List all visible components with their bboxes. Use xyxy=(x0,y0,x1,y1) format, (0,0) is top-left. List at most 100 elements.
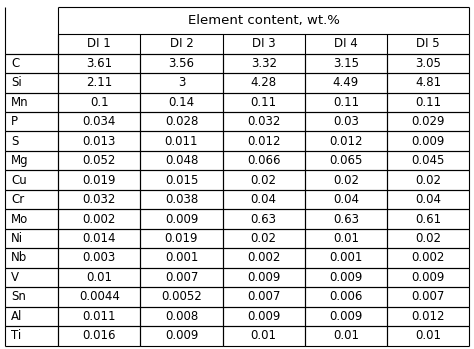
Bar xyxy=(5,7,58,54)
Text: P: P xyxy=(11,115,18,128)
Text: 0.032: 0.032 xyxy=(247,115,281,128)
Bar xyxy=(58,112,140,132)
Text: 0.02: 0.02 xyxy=(251,232,277,245)
Bar xyxy=(223,170,305,190)
Bar xyxy=(223,326,305,346)
Bar xyxy=(5,248,58,268)
Bar xyxy=(5,54,58,73)
Bar xyxy=(223,209,305,229)
Text: DI 3: DI 3 xyxy=(252,37,275,51)
Bar xyxy=(140,326,223,346)
Text: 0.015: 0.015 xyxy=(165,174,198,187)
Bar xyxy=(305,229,387,248)
Text: 0.007: 0.007 xyxy=(411,290,445,303)
Text: Ni: Ni xyxy=(11,232,23,245)
Text: 0.04: 0.04 xyxy=(415,193,441,206)
Text: 0.014: 0.014 xyxy=(82,232,116,245)
Bar xyxy=(223,92,305,112)
Text: 0.1: 0.1 xyxy=(90,96,109,109)
Text: 0.045: 0.045 xyxy=(411,154,445,167)
Text: 0.009: 0.009 xyxy=(411,271,445,284)
Bar xyxy=(140,151,223,170)
Bar xyxy=(140,170,223,190)
Bar xyxy=(305,190,387,209)
Bar xyxy=(140,92,223,112)
Text: Al: Al xyxy=(11,310,23,323)
Bar xyxy=(5,287,58,307)
Text: 0.009: 0.009 xyxy=(165,329,198,342)
Text: S: S xyxy=(11,135,18,148)
Text: 0.002: 0.002 xyxy=(247,252,281,265)
Text: 0.038: 0.038 xyxy=(165,193,198,206)
Text: 0.013: 0.013 xyxy=(82,135,116,148)
Text: 0.04: 0.04 xyxy=(251,193,277,206)
Text: Ti: Ti xyxy=(11,329,21,342)
Bar xyxy=(223,151,305,170)
Text: 3.56: 3.56 xyxy=(168,57,194,70)
Text: 0.009: 0.009 xyxy=(247,310,281,323)
Bar xyxy=(305,92,387,112)
Text: 0.012: 0.012 xyxy=(329,135,363,148)
Text: 3: 3 xyxy=(178,76,185,89)
Bar xyxy=(223,268,305,287)
Bar xyxy=(58,209,140,229)
Text: 0.034: 0.034 xyxy=(82,115,116,128)
Bar xyxy=(305,151,387,170)
Text: 2.11: 2.11 xyxy=(86,76,112,89)
Text: Cr: Cr xyxy=(11,193,24,206)
Bar xyxy=(140,73,223,92)
Bar xyxy=(58,92,140,112)
Text: Mo: Mo xyxy=(11,213,28,225)
Bar xyxy=(140,287,223,307)
Text: Element content, wt.%: Element content, wt.% xyxy=(188,14,340,27)
Text: Cu: Cu xyxy=(11,174,27,187)
Bar xyxy=(223,112,305,132)
Bar xyxy=(5,132,58,151)
Text: 0.63: 0.63 xyxy=(333,213,359,225)
Bar xyxy=(387,248,469,268)
Text: 0.01: 0.01 xyxy=(86,271,112,284)
Bar xyxy=(387,307,469,326)
Bar xyxy=(58,132,140,151)
Bar xyxy=(140,209,223,229)
Text: 4.28: 4.28 xyxy=(251,76,277,89)
Text: 0.029: 0.029 xyxy=(411,115,445,128)
Text: 0.066: 0.066 xyxy=(247,154,281,167)
Bar xyxy=(387,112,469,132)
Bar xyxy=(140,112,223,132)
Bar xyxy=(387,170,469,190)
Bar xyxy=(58,307,140,326)
Text: 0.11: 0.11 xyxy=(415,96,441,109)
Text: 0.009: 0.009 xyxy=(247,271,281,284)
Text: 0.03: 0.03 xyxy=(333,115,359,128)
Text: 0.019: 0.019 xyxy=(82,174,116,187)
Text: 0.02: 0.02 xyxy=(333,174,359,187)
Text: Mn: Mn xyxy=(11,96,29,109)
Bar xyxy=(5,73,58,92)
Bar xyxy=(140,248,223,268)
Text: 0.009: 0.009 xyxy=(411,135,445,148)
Bar xyxy=(387,92,469,112)
Bar xyxy=(387,326,469,346)
Text: DI 4: DI 4 xyxy=(334,37,358,51)
Bar xyxy=(58,190,140,209)
Bar xyxy=(223,73,305,92)
Text: 0.14: 0.14 xyxy=(168,96,194,109)
Bar xyxy=(58,287,140,307)
Bar xyxy=(140,190,223,209)
Text: 0.052: 0.052 xyxy=(82,154,116,167)
Bar xyxy=(140,229,223,248)
Text: 0.003: 0.003 xyxy=(82,252,116,265)
Bar xyxy=(305,132,387,151)
Bar xyxy=(305,112,387,132)
Bar xyxy=(305,287,387,307)
Bar xyxy=(305,54,387,73)
Text: 0.0044: 0.0044 xyxy=(79,290,120,303)
Bar xyxy=(5,268,58,287)
Text: 0.01: 0.01 xyxy=(333,329,359,342)
Text: Mg: Mg xyxy=(11,154,29,167)
Text: 0.01: 0.01 xyxy=(333,232,359,245)
Bar xyxy=(223,190,305,209)
Text: 0.007: 0.007 xyxy=(165,271,198,284)
Text: 3.61: 3.61 xyxy=(86,57,112,70)
